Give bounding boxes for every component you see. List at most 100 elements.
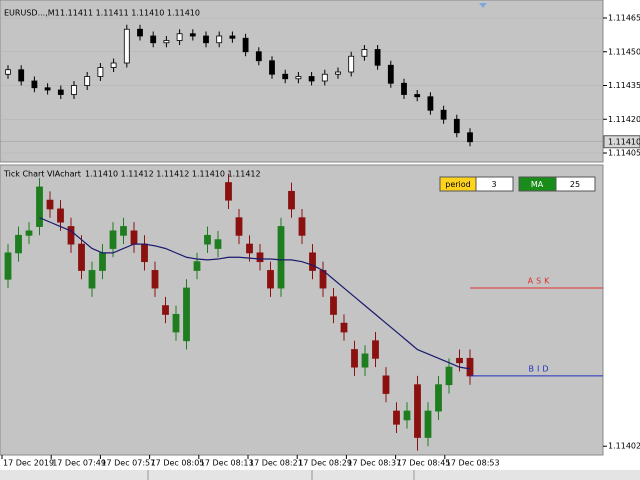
y-tick-label: 1.11405 <box>608 149 640 158</box>
candle-body <box>372 340 379 359</box>
candle-body <box>15 234 22 254</box>
x-tick-label: 17 Dec 07:57 <box>101 459 155 468</box>
current-price-box <box>603 135 640 149</box>
period-input[interactable] <box>475 176 514 192</box>
candle-body <box>123 28 130 64</box>
candle-body <box>374 49 381 66</box>
candle-body <box>44 87 51 91</box>
candle-body <box>295 76 302 80</box>
shift-marker <box>479 3 487 8</box>
candle-body <box>351 349 358 368</box>
top-info: 1.11411 1.11411 1.11410 1.11410 <box>60 9 200 18</box>
candle-body <box>84 76 91 86</box>
candle-body <box>78 243 85 271</box>
candle-body <box>246 243 253 254</box>
candle-body <box>403 410 411 421</box>
current-price-label: 1.11410 <box>608 137 640 146</box>
candle-body <box>151 270 159 289</box>
y-tick-label: 1.11450 <box>608 47 640 56</box>
candle-body <box>18 69 25 82</box>
candle-body <box>309 252 316 271</box>
candle-body <box>256 252 264 263</box>
period-label[interactable]: period <box>445 180 470 189</box>
candle-body <box>340 322 348 333</box>
candle-body <box>99 252 106 271</box>
candle-body <box>88 270 96 289</box>
candle-body <box>387 64 394 84</box>
candle-body <box>466 357 474 377</box>
top-title: EURUSD...,M1 <box>4 9 60 18</box>
ma-value[interactable]: 25 <box>570 180 580 189</box>
candle-body <box>467 132 473 143</box>
candle-body <box>183 287 190 342</box>
candle-body <box>5 69 11 75</box>
y-tick-label: 1.11435 <box>608 81 640 90</box>
x-tick-label: 17 Dec 08:13 <box>200 459 254 468</box>
candle-body <box>277 226 285 289</box>
x-tick-label: 17 Dec 07:49 <box>52 459 106 468</box>
ma-label[interactable]: MA <box>531 180 544 189</box>
candle-body <box>393 410 400 425</box>
x-tick-label: 17 Dec 08:53 <box>446 459 500 468</box>
candle-body <box>109 230 117 249</box>
candle-body <box>176 33 183 41</box>
candle-body <box>57 208 64 223</box>
candle-body <box>162 305 169 315</box>
candle-body <box>130 230 138 245</box>
ma-input[interactable] <box>555 176 596 192</box>
x-tick-label: 17 Dec 08:45 <box>397 459 451 468</box>
candle-body <box>229 35 236 39</box>
bottom-title: Tick Chart VIAchart <box>3 170 81 179</box>
ask-label: ASK <box>528 277 553 286</box>
candle-body <box>141 243 148 263</box>
status-bar <box>0 470 640 480</box>
candle-body <box>46 199 54 210</box>
candle-body <box>424 410 432 438</box>
x-tick-label: 17 Dec 08:05 <box>151 459 205 468</box>
y-tick-label: 1.11420 <box>608 115 640 124</box>
top-pane <box>0 0 604 163</box>
candle-body <box>288 190 295 210</box>
candle-body <box>445 366 453 386</box>
candle-body <box>453 118 460 134</box>
bottom-pane <box>0 164 604 456</box>
candle-body <box>298 217 306 236</box>
period-value[interactable]: 3 <box>491 180 496 189</box>
candle-body <box>57 89 64 95</box>
candle-body <box>25 230 33 236</box>
candle-body <box>67 226 75 245</box>
candle-body <box>31 80 38 89</box>
y-tick-label: 1.11465 <box>608 14 640 23</box>
candle-body <box>440 109 447 120</box>
candle-body <box>214 239 222 249</box>
candle-body <box>137 28 143 37</box>
bid-label: BID <box>528 364 551 373</box>
candle-body <box>427 96 434 111</box>
candle-body <box>36 186 43 227</box>
candle-body <box>348 55 355 73</box>
candle-body <box>330 296 337 315</box>
candle-body <box>269 60 275 75</box>
ma-line <box>39 217 471 370</box>
candle-body <box>203 35 209 44</box>
candle-body <box>267 270 274 289</box>
candle-body <box>110 62 117 68</box>
candle-body <box>361 49 368 57</box>
candle-body <box>308 76 315 82</box>
candle-body <box>225 182 232 201</box>
candle-body <box>120 226 127 236</box>
candle-body <box>97 67 104 77</box>
candle-body <box>4 252 12 280</box>
candle-body <box>319 270 327 289</box>
x-tick-label: 17 Dec 2019 <box>3 459 54 468</box>
candle-body <box>435 384 442 412</box>
x-tick-label: 17 Dec 08:21 <box>249 459 303 468</box>
candle-body <box>335 71 341 75</box>
candle-body <box>163 40 170 44</box>
candle-body <box>456 357 463 364</box>
candle-body <box>235 217 243 236</box>
x-tick-label: 17 Dec 08:37 <box>347 459 401 468</box>
candle-body <box>242 37 249 53</box>
